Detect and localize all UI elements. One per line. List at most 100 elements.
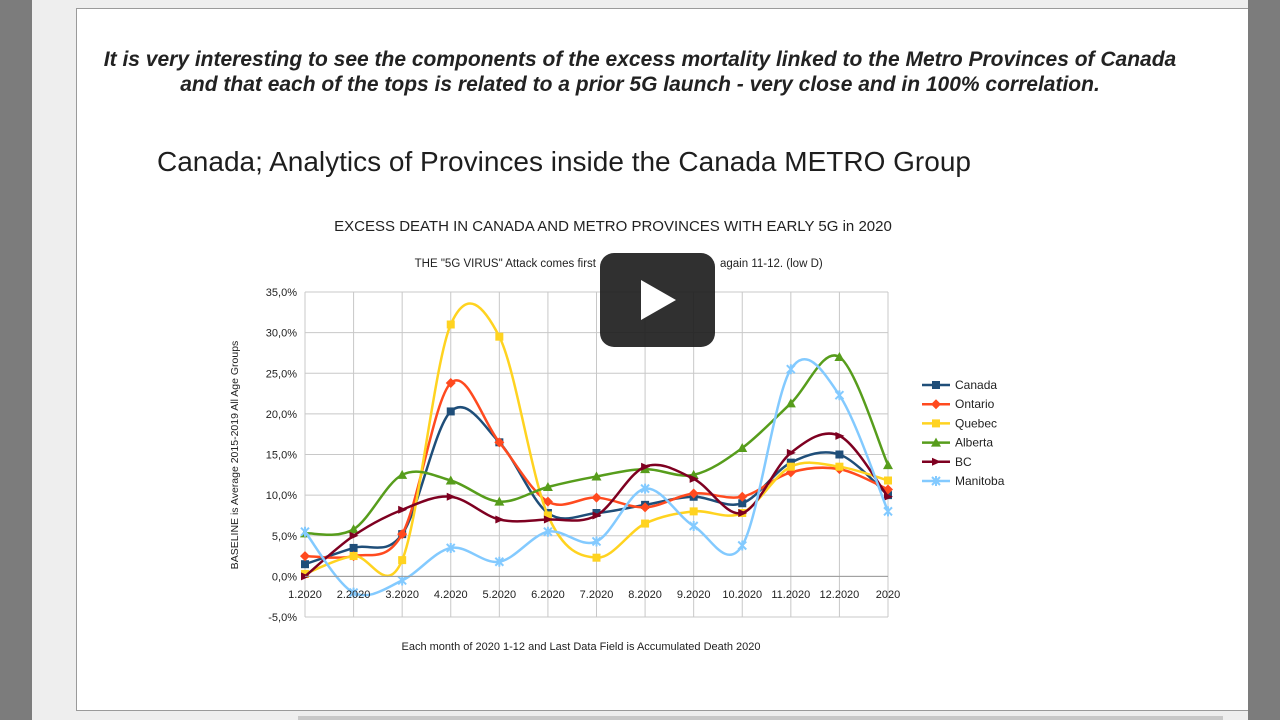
x-tick-label: 6.2020 bbox=[531, 589, 565, 601]
legend-marker-manitoba bbox=[931, 476, 941, 486]
data-point-quebec bbox=[835, 462, 844, 471]
y-tick-label: 35,0% bbox=[266, 287, 297, 299]
play-button[interactable] bbox=[600, 253, 715, 347]
data-point-bc bbox=[543, 515, 553, 524]
legend-marker-alberta bbox=[931, 437, 941, 447]
x-tick-label: 1.2020 bbox=[288, 589, 322, 601]
x-tick-label: 9.2020 bbox=[677, 589, 711, 601]
data-point-manitoba bbox=[640, 483, 650, 494]
x-tick-label: 11.2020 bbox=[771, 589, 810, 601]
data-point-quebec bbox=[446, 320, 455, 329]
data-point-manitoba bbox=[446, 542, 456, 553]
data-point-quebec bbox=[786, 462, 795, 471]
data-point-manitoba bbox=[348, 587, 359, 598]
data-point-bc bbox=[641, 462, 651, 471]
y-tick-label: 25,0% bbox=[266, 368, 297, 380]
data-point-alberta bbox=[883, 460, 893, 470]
data-point-alberta bbox=[445, 475, 456, 485]
chart-subtitle-left: THE "5G VIRUS" Attack comes first bbox=[415, 258, 597, 270]
right-letterbox bbox=[1248, 0, 1280, 720]
data-point-canada bbox=[786, 458, 795, 467]
data-point-ontario bbox=[494, 437, 505, 448]
data-point-ontario bbox=[397, 529, 408, 540]
slide bbox=[76, 8, 1266, 711]
data-point-quebec bbox=[543, 511, 552, 520]
data-point-bc bbox=[835, 431, 845, 440]
legend-label-alberta: Alberta bbox=[955, 436, 993, 450]
y-tick-label: 5,0% bbox=[272, 531, 297, 543]
data-point-manitoba bbox=[494, 556, 505, 567]
x-tick-label: 3.2020 bbox=[385, 589, 419, 601]
data-point-bc bbox=[689, 474, 699, 483]
x-tick-label: 2020 bbox=[876, 589, 900, 601]
data-point-bc bbox=[738, 509, 748, 517]
data-point-alberta bbox=[397, 469, 408, 479]
data-point-quebec bbox=[301, 569, 309, 578]
data-point-bc bbox=[398, 505, 408, 514]
data-point-manitoba bbox=[786, 364, 796, 375]
data-point-ontario bbox=[688, 488, 699, 499]
data-point-bc bbox=[495, 515, 505, 524]
data-point-ontario bbox=[640, 502, 651, 513]
data-point-ontario bbox=[737, 491, 748, 502]
x-tick-label: 8.2020 bbox=[628, 589, 662, 601]
data-point-canada bbox=[301, 560, 309, 569]
x-axis-label: Each month of 2020 1-12 and Last Data Fi… bbox=[402, 641, 761, 653]
legend-label-ontario: Ontario bbox=[955, 397, 995, 411]
data-point-canada bbox=[738, 499, 747, 508]
data-point-canada bbox=[349, 543, 358, 552]
x-tick-label: 5.2020 bbox=[483, 589, 517, 601]
data-point-alberta bbox=[591, 471, 602, 481]
slide-title: Canada; Analytics of Provinces inside th… bbox=[157, 146, 971, 177]
data-point-manitoba bbox=[834, 390, 845, 401]
data-point-quebec bbox=[592, 553, 601, 562]
data-point-manitoba bbox=[591, 536, 602, 547]
data-point-bc bbox=[592, 511, 602, 520]
y-tick-label: -5,0% bbox=[268, 612, 297, 624]
data-point-ontario bbox=[591, 492, 602, 503]
y-axis-label: BASELINE is Average 2015-2019 All Age Gr… bbox=[229, 341, 241, 570]
data-point-canada bbox=[592, 509, 601, 517]
y-tick-label: 10,0% bbox=[266, 490, 297, 502]
x-tick-label: 4.2020 bbox=[434, 589, 468, 601]
video-frame bbox=[32, 0, 1266, 720]
y-tick-label: 30,0% bbox=[266, 328, 297, 340]
chart-title: EXCESS DEATH IN CANADA AND METRO PROVINC… bbox=[334, 218, 892, 235]
data-point-ontario bbox=[445, 378, 456, 388]
data-point-alberta bbox=[348, 524, 359, 534]
x-tick-label: 12.2020 bbox=[820, 589, 860, 601]
data-point-alberta bbox=[785, 398, 796, 408]
data-point-quebec bbox=[349, 552, 358, 561]
data-point-manitoba bbox=[737, 540, 747, 551]
data-point-alberta bbox=[737, 443, 748, 452]
data-point-alberta bbox=[834, 352, 845, 361]
data-point-canada bbox=[835, 450, 844, 459]
data-point-manitoba bbox=[397, 575, 407, 586]
x-tick-label: 10.2020 bbox=[722, 589, 762, 601]
x-tick-label: 2.2020 bbox=[337, 589, 371, 601]
data-point-quebec bbox=[495, 332, 504, 341]
data-point-alberta bbox=[542, 482, 553, 491]
data-point-manitoba bbox=[543, 526, 553, 537]
data-point-manitoba bbox=[883, 506, 893, 517]
legend-marker-quebec bbox=[932, 419, 940, 428]
horizontal-scrollbar[interactable] bbox=[298, 716, 1223, 720]
data-point-bc bbox=[786, 448, 796, 457]
legend-label-bc: BC bbox=[955, 455, 972, 469]
data-point-quebec bbox=[884, 476, 892, 485]
data-point-bc bbox=[884, 492, 893, 501]
data-point-quebec bbox=[641, 519, 650, 528]
data-point-bc bbox=[349, 531, 359, 540]
x-tick-label: 7.2020 bbox=[580, 589, 614, 601]
chart-subtitle-right: again 11-12. (low D) bbox=[720, 258, 823, 270]
legend-marker-canada bbox=[932, 381, 940, 389]
legend-label-quebec: Quebec bbox=[955, 416, 997, 430]
data-point-alberta bbox=[494, 496, 505, 506]
left-letterbox bbox=[0, 0, 32, 720]
data-point-manitoba bbox=[688, 521, 699, 531]
legend-label-canada: Canada bbox=[955, 378, 997, 392]
series-line-manitoba bbox=[304, 358, 890, 597]
legend-marker-ontario bbox=[931, 399, 941, 410]
data-point-canada bbox=[446, 407, 455, 416]
